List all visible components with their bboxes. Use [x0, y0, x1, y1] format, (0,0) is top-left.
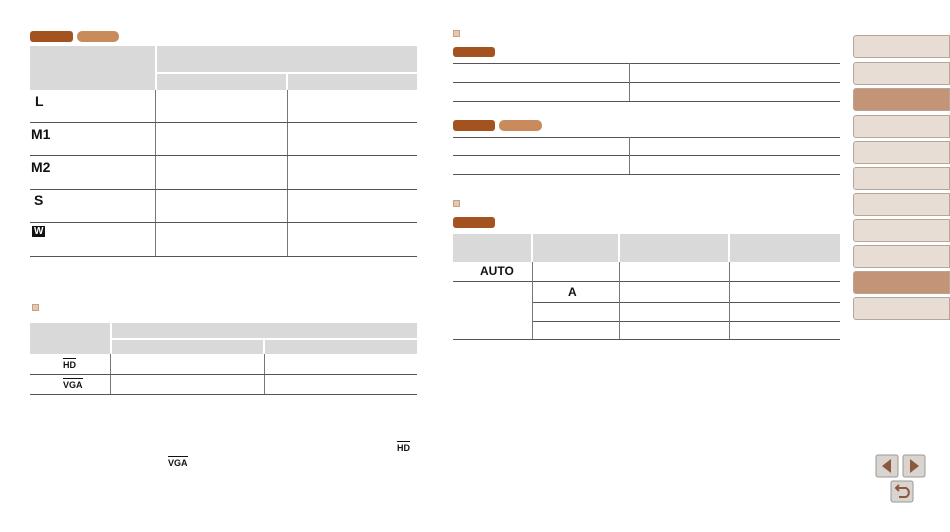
divider: [729, 262, 730, 339]
inline-icon: HD: [397, 441, 410, 453]
size-icon: M1: [31, 126, 51, 142]
row-line: [453, 101, 840, 102]
table-header: [453, 234, 531, 262]
divider: [619, 262, 620, 339]
movie-icon: VGA: [63, 378, 83, 390]
size-icon: M2: [31, 159, 51, 175]
table-header: [30, 323, 110, 354]
row-line: [453, 281, 840, 282]
nav-tab[interactable]: [853, 141, 950, 164]
nav-tab[interactable]: [853, 35, 950, 58]
table-header: [157, 46, 417, 72]
table-header: [620, 234, 728, 262]
table-header: [30, 46, 155, 90]
badge: [77, 31, 119, 42]
row-line: [453, 339, 840, 340]
table-header: [157, 74, 286, 90]
size-icon: L: [35, 93, 44, 109]
row-line: [532, 302, 840, 303]
badge: [30, 31, 73, 42]
divider: [532, 262, 533, 339]
row-line: [453, 63, 840, 64]
divider: [155, 90, 156, 256]
nav-tab[interactable]: [853, 297, 950, 320]
row-line: [30, 189, 417, 190]
nav-tab[interactable]: [853, 62, 950, 85]
row-line: [30, 122, 417, 123]
return-arrow: [894, 484, 910, 498]
nav-tab[interactable]: [853, 245, 950, 268]
size-icon: W: [32, 226, 46, 237]
divider: [287, 90, 288, 256]
section-marker: [453, 30, 460, 37]
arrow: [882, 459, 891, 473]
nav-tab[interactable]: [853, 115, 950, 138]
mode-icon: A: [568, 285, 577, 299]
badge: [453, 217, 495, 228]
inline-icon: VGA: [168, 456, 188, 468]
table-header: [533, 234, 618, 262]
row-line: [532, 321, 840, 322]
movie-icon: HD: [63, 358, 76, 370]
table-header: [288, 74, 417, 90]
row-line: [453, 155, 840, 156]
row-line: [453, 174, 840, 175]
nav-tab[interactable]: [853, 167, 950, 190]
row-line: [30, 222, 417, 223]
row-line: [30, 394, 417, 395]
badge: [453, 47, 495, 57]
nav-tab[interactable]: [853, 271, 950, 294]
size-icon: S: [34, 192, 44, 208]
row-line: [30, 155, 417, 156]
nav-tab[interactable]: [853, 88, 950, 111]
row-line: [453, 137, 840, 138]
table-header: [265, 340, 417, 354]
section-marker: [453, 200, 460, 207]
table-header: [112, 323, 417, 338]
divider: [629, 63, 630, 101]
row-line: [30, 374, 417, 375]
table-header: [730, 234, 840, 262]
divider: [629, 137, 630, 174]
nav-tab[interactable]: [853, 193, 950, 216]
row-line: [453, 82, 840, 83]
mode-icon: AUTO: [480, 264, 514, 278]
arrow: [910, 459, 919, 473]
badge: [453, 120, 495, 131]
row-line: [30, 256, 417, 257]
badge: [499, 120, 542, 131]
table-header: [112, 340, 263, 354]
section-marker: [32, 304, 39, 311]
nav-buttons: [875, 454, 926, 503]
nav-tab[interactable]: [853, 219, 950, 242]
